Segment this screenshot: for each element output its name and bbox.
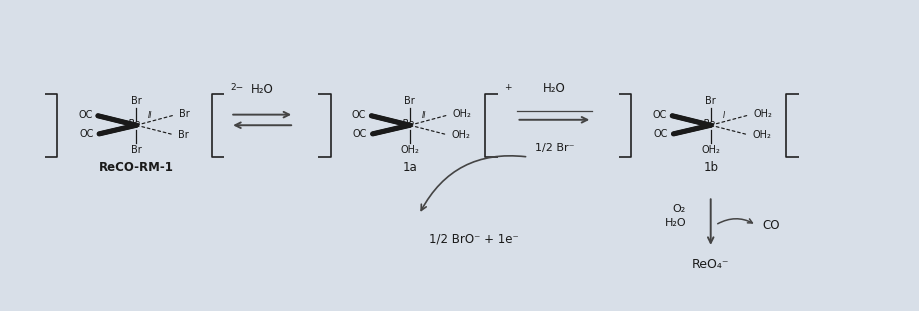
Text: OC: OC bbox=[653, 129, 667, 139]
Text: Re: Re bbox=[701, 119, 715, 129]
Text: 1a: 1a bbox=[402, 161, 417, 174]
Text: Br: Br bbox=[705, 96, 715, 106]
Text: II: II bbox=[421, 111, 425, 120]
Text: +: + bbox=[504, 82, 511, 91]
Text: OH₂: OH₂ bbox=[451, 130, 470, 140]
Text: OH₂: OH₂ bbox=[700, 145, 720, 155]
Text: 1/2 BrO⁻ + 1e⁻: 1/2 BrO⁻ + 1e⁻ bbox=[428, 233, 518, 246]
Text: I: I bbox=[721, 111, 724, 120]
Text: Br: Br bbox=[178, 130, 188, 140]
Text: O₂: O₂ bbox=[672, 204, 686, 214]
Text: H₂O: H₂O bbox=[664, 217, 686, 228]
Text: ReO₄⁻: ReO₄⁻ bbox=[691, 258, 729, 271]
Text: H₂O: H₂O bbox=[542, 82, 565, 95]
Text: OC: OC bbox=[652, 110, 666, 120]
Text: Br: Br bbox=[130, 96, 142, 106]
Text: Br: Br bbox=[404, 96, 414, 106]
Text: ReCO-RM-1: ReCO-RM-1 bbox=[99, 161, 174, 174]
Text: OC: OC bbox=[79, 129, 94, 139]
Text: 1b: 1b bbox=[702, 161, 718, 174]
Text: 2−: 2− bbox=[231, 82, 244, 91]
Text: OC: OC bbox=[78, 110, 92, 120]
Text: Br: Br bbox=[130, 145, 142, 155]
Text: 1/2 Br⁻: 1/2 Br⁻ bbox=[534, 143, 573, 153]
Text: Re: Re bbox=[128, 119, 141, 129]
Text: H₂O: H₂O bbox=[251, 83, 273, 96]
Text: OH₂: OH₂ bbox=[400, 145, 419, 155]
Text: OH₂: OH₂ bbox=[753, 109, 772, 119]
Text: Re: Re bbox=[401, 119, 414, 129]
Text: II: II bbox=[148, 111, 153, 120]
Text: Br: Br bbox=[179, 109, 190, 119]
Text: OC: OC bbox=[352, 129, 367, 139]
Text: OH₂: OH₂ bbox=[752, 130, 770, 140]
Text: OH₂: OH₂ bbox=[452, 109, 471, 119]
Text: CO: CO bbox=[762, 219, 779, 232]
Text: OC: OC bbox=[351, 110, 366, 120]
